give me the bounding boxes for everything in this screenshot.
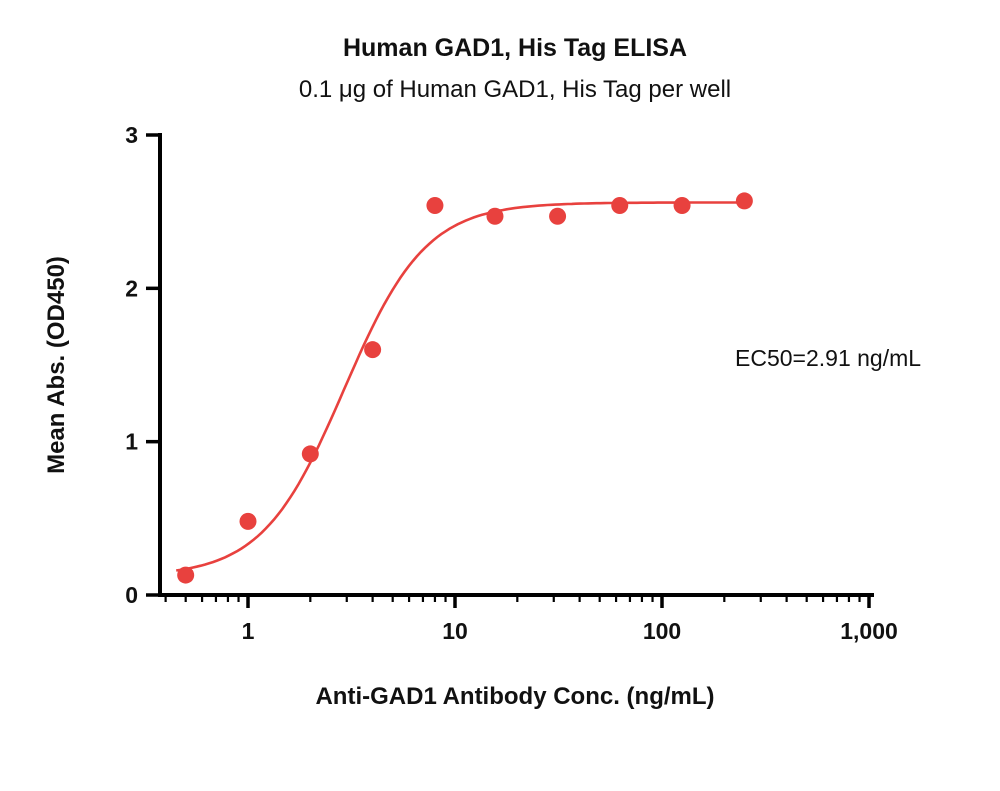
x-tick-label: 1	[242, 618, 255, 644]
data-points-group	[177, 192, 753, 584]
x-tick-label: 1,000	[840, 618, 898, 644]
axes-group	[158, 133, 874, 597]
x-tick-label: 100	[643, 618, 681, 644]
data-point	[177, 566, 195, 584]
data-point	[486, 207, 504, 225]
data-point	[549, 207, 567, 225]
y-tick-label: 0	[125, 582, 138, 608]
data-point	[611, 197, 629, 215]
fit-curve-group	[176, 201, 748, 572]
ec50-annotation: EC50=2.91 ng/mL	[735, 345, 922, 371]
y-tick-label: 2	[125, 275, 138, 301]
chart-subtitle: 0.1 μg of Human GAD1, His Tag per well	[298, 76, 732, 103]
y-axis-label: Mean Abs. (OD450)	[43, 256, 70, 474]
x-axis-label: Anti-GAD1 Antibody Conc. (ng/mL)	[315, 683, 715, 710]
data-point	[301, 445, 319, 463]
chart-title: Human GAD1, His Tag ELISA	[342, 34, 688, 62]
data-point	[364, 341, 382, 359]
data-point	[426, 197, 444, 215]
y-tick-label: 3	[125, 122, 138, 148]
data-point	[673, 197, 691, 215]
data-point	[735, 192, 753, 210]
data-point	[239, 512, 257, 530]
y-tick-label: 1	[125, 429, 138, 455]
tick-labels-group: 1 10 100 1,000 0 1 2 3	[125, 122, 898, 644]
x-tick-label: 10	[442, 618, 468, 644]
fit-curve	[176, 201, 748, 572]
ticks-group	[146, 133, 871, 608]
